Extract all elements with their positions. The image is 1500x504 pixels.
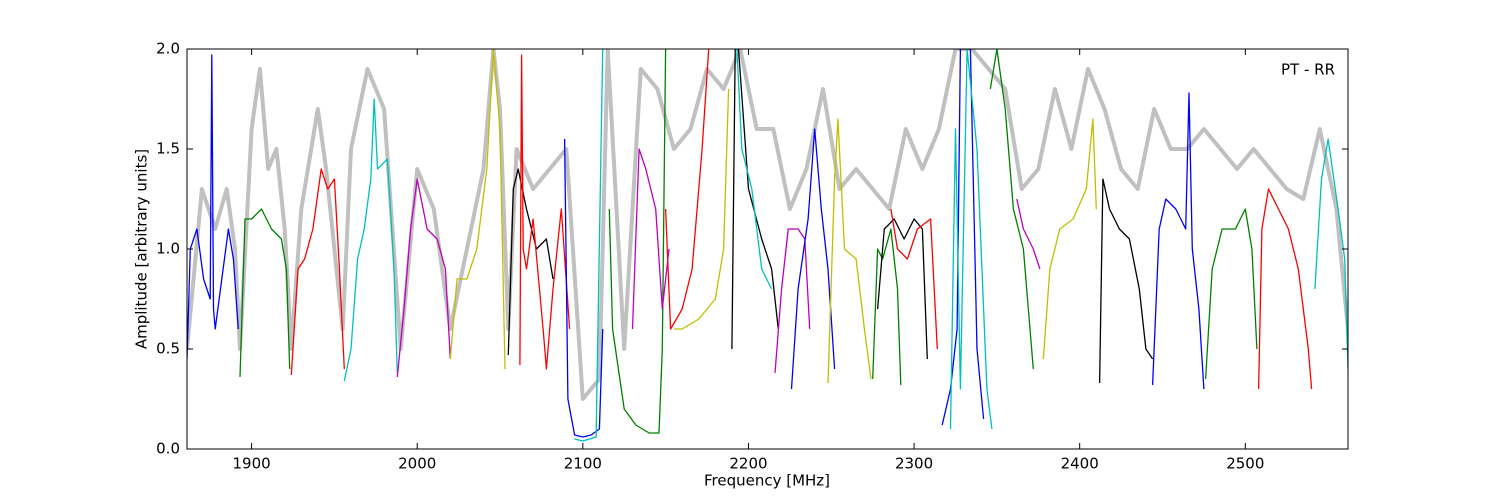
series-line [827,118,872,384]
series-line [731,49,779,350]
series-line [664,49,710,330]
series-line [290,168,345,376]
series-line [876,218,928,360]
series-line [449,49,506,370]
y-tick-label: 0.5 [156,340,180,358]
series-line [1257,188,1313,390]
series-line [890,208,938,350]
series-line [343,98,398,382]
series-line [989,49,1034,370]
y-tick-label: 0.0 [156,440,180,458]
x-tick-label: 2200 [729,455,767,473]
series-line [1314,138,1348,370]
series-line [736,49,773,290]
series-line [1016,198,1041,270]
series-line [673,88,730,330]
series-line [1098,178,1154,384]
y-tick-label: 1.5 [156,140,180,158]
series-line [941,49,985,426]
x-axis-label: Frequency [MHz] [704,472,830,490]
y-axis-label: Amplitude [arbitrary units] [133,149,151,349]
series-line [507,168,554,356]
series-line [949,49,993,430]
series-line [187,54,239,360]
series-line [239,208,291,378]
x-tick-label: 2400 [1061,455,1099,473]
y-tick-label: 2.0 [156,40,180,58]
series-line [1151,92,1205,390]
x-tick-label: 2300 [895,455,933,473]
x-tick-label: 1900 [232,455,270,473]
x-tick-label: 2000 [398,455,436,473]
series-line [1042,118,1097,360]
series-line [790,128,836,390]
series-line [563,138,604,438]
series-line [631,148,670,330]
series-line [396,178,451,378]
series-line [872,228,902,386]
y-tick-label: 1.0 [156,240,180,258]
series-line [774,228,811,374]
annotation: PT - RR [1281,61,1335,79]
series-line [187,49,1348,401]
x-tick-label: 2500 [1226,455,1264,473]
series-line [519,54,571,370]
x-tick-label: 2100 [564,455,602,473]
series-line [1204,208,1258,380]
series-line [574,49,604,442]
plot-area [187,49,1348,442]
series-line [608,49,667,434]
